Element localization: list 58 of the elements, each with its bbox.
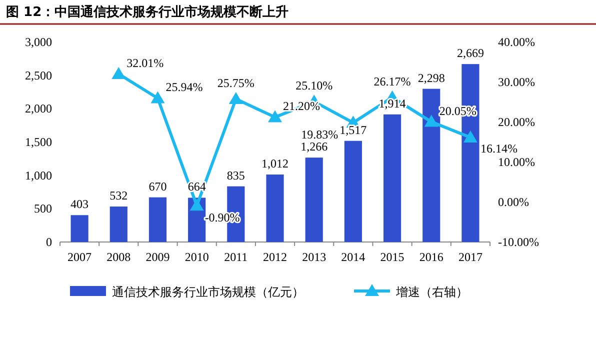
bar (305, 158, 323, 242)
x-tick-label: 2014 (341, 250, 366, 264)
x-tick-label: 2015 (380, 250, 404, 264)
data-label: 19.83% (301, 128, 338, 142)
data-label: 2,669 (456, 46, 484, 60)
bar (344, 140, 362, 242)
x-tick-label: 2010 (184, 250, 209, 264)
y-tick-label: 2,500 (25, 68, 52, 82)
x-tick-label: 2008 (106, 250, 131, 264)
y2-tick-label: -10.00% (498, 235, 539, 249)
y2-tick-label: 20.00% (498, 115, 535, 129)
point (112, 66, 126, 79)
point (228, 92, 243, 104)
point (150, 91, 165, 104)
bar (422, 88, 440, 242)
bar (383, 114, 402, 242)
point (268, 110, 282, 122)
data-label: 16.14% (480, 141, 518, 156)
legend-label: 增速（右轴） (395, 285, 468, 299)
point (424, 114, 438, 127)
data-label: 25.94% (166, 80, 203, 94)
point (190, 198, 204, 211)
data-label: 670 (148, 179, 167, 194)
data-label: 2,298 (418, 70, 445, 85)
x-tick-label: 2011 (224, 250, 248, 264)
bar (148, 197, 167, 242)
y-tick-label: 1,000 (25, 168, 52, 182)
x-tick-label: 2017 (458, 250, 482, 264)
legend-label: 通信技术服务行业市场规模（亿元） (112, 285, 304, 299)
y-tick-label: 0 (46, 235, 52, 249)
bar (110, 206, 128, 242)
data-label: 26.17% (374, 74, 411, 88)
chart-title: 图 12：中国通信技术服务行业市场规模不断上升 (6, 4, 289, 20)
bar (70, 215, 88, 242)
y2-tick-label: 10.00% (498, 155, 535, 169)
y-tick-label: 3,000 (25, 35, 52, 49)
y2-tick-label: 0.00% (498, 195, 529, 209)
data-label: 32.01% (126, 56, 164, 70)
data-label: 403 (70, 197, 89, 212)
x-tick-label: 2016 (419, 250, 444, 264)
y2-tick-label: 40.00% (498, 35, 535, 49)
data-label: 532 (110, 188, 128, 203)
point (463, 130, 478, 142)
bar (266, 174, 284, 242)
data-label: 1,266 (300, 140, 328, 154)
data-label: 25.10% (296, 78, 333, 93)
x-tick-label: 2012 (263, 250, 287, 264)
y-tick-label: 500 (34, 202, 52, 216)
y2-tick-label: 30.00% (498, 75, 535, 89)
x-tick-label: 2013 (302, 250, 326, 264)
data-label: 1,517 (340, 122, 367, 137)
y-tick-label: 1,500 (25, 135, 52, 149)
x-tick-label: 2009 (146, 250, 170, 264)
data-label: 835 (226, 168, 245, 182)
y-tick-label: 2,000 (25, 102, 52, 116)
data-label: 1,012 (262, 156, 288, 171)
x-tick-label: 2007 (68, 250, 92, 264)
data-label: 25.75% (217, 76, 254, 90)
